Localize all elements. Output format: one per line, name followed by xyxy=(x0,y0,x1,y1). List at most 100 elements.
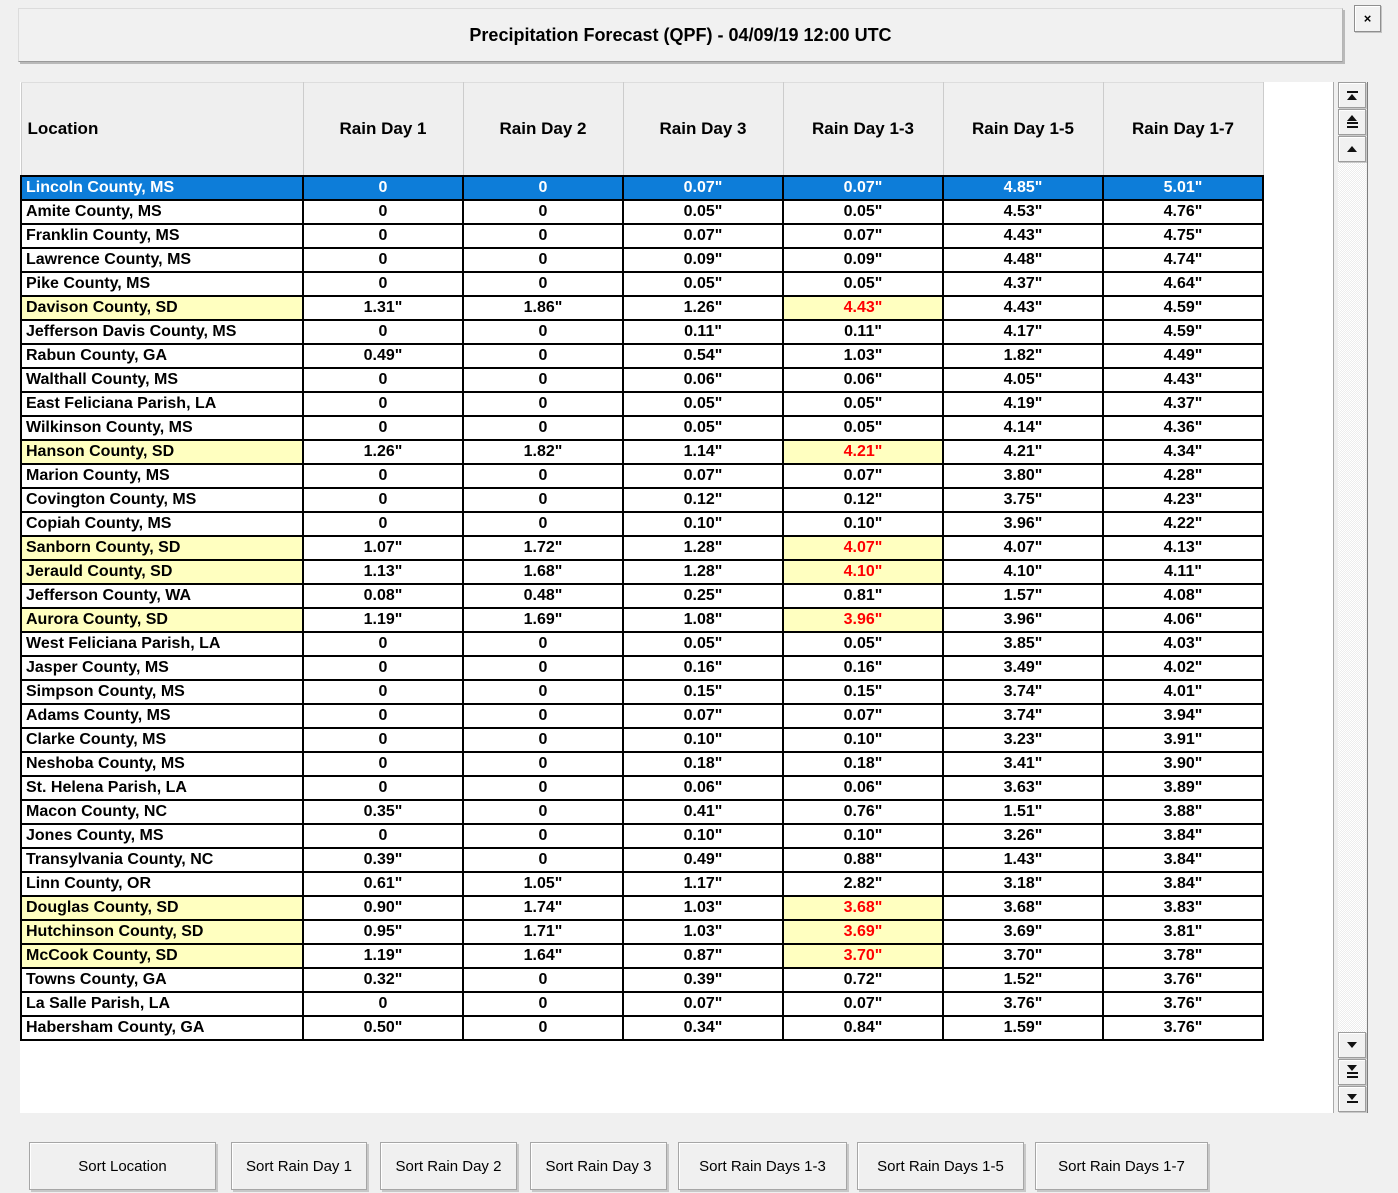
table-row[interactable]: Jasper County, MS 0 0 0.16" 0.16" 3.49" 4.02" xyxy=(20,655,1264,681)
sort-rain-day-1-button[interactable]: Sort Rain Day 1 xyxy=(231,1142,367,1190)
table-row[interactable]: Jefferson Davis County, MS 0 0 0.11" 0.11" 4.… xyxy=(20,319,1264,345)
table-row[interactable]: Towns County, GA 0.32" 0 0.39" 0.72" 1.52" 3.7… xyxy=(20,967,1264,993)
table-row[interactable]: La Salle Parish, LA 0 0 0.07" 0.07" 3.76" 3.76… xyxy=(20,991,1264,1017)
value-cell: 4.48" xyxy=(942,247,1104,273)
table-row[interactable]: Adams County, MS 0 0 0.07" 0.07" 3.74" 3.94" xyxy=(20,703,1264,729)
value-cell: 1.82" xyxy=(942,343,1104,369)
location-cell: Neshoba County, MS xyxy=(20,751,304,777)
table-row[interactable]: Lincoln County, MS 0 0 0.07" 0.07" 4.85" 5.01" xyxy=(20,175,1264,201)
value-cell: 0.07" xyxy=(622,175,784,201)
value-cell: 0 xyxy=(462,391,624,417)
table-row[interactable]: Lawrence County, MS 0 0 0.09" 0.09" 4.48" 4.74… xyxy=(20,247,1264,273)
sort-rain-day-3-button[interactable]: Sort Rain Day 3 xyxy=(530,1142,667,1190)
line-up-button[interactable] xyxy=(1338,136,1366,162)
sort-rain-day-2-button[interactable]: Sort Rain Day 2 xyxy=(380,1142,517,1190)
value-cell: 4.34" xyxy=(1102,439,1264,465)
value-cell: 0.15" xyxy=(782,679,944,705)
table-row[interactable]: McCook County, SD 1.19" 1.64" 0.87" 3.70" 3.7… xyxy=(20,943,1264,969)
value-cell: 0 xyxy=(302,199,464,225)
table-row[interactable]: East Feliciana Parish, LA 0 0 0.05" 0.05" 4.1… xyxy=(20,391,1264,417)
table-row[interactable]: Transylvania County, NC 0.39" 0 0.49" 0.88" 1… xyxy=(20,847,1264,873)
table-row[interactable]: Amite County, MS 0 0 0.05" 0.05" 4.53" 4.76" xyxy=(20,199,1264,225)
location-cell: Amite County, MS xyxy=(20,199,304,225)
table-row[interactable]: Covington County, MS 0 0 0.12" 0.12" 3.75" 4.2… xyxy=(20,487,1264,513)
value-cell: 0.07" xyxy=(622,223,784,249)
table-row[interactable]: Macon County, NC 0.35" 0 0.41" 0.76" 1.51" 3.8… xyxy=(20,799,1264,825)
value-cell: 0.39" xyxy=(622,967,784,993)
value-cell: 3.68" xyxy=(942,895,1104,921)
sort-location-button[interactable]: Sort Location xyxy=(29,1142,216,1190)
value-cell: 4.49" xyxy=(1102,343,1264,369)
value-cell: 0.25" xyxy=(622,583,784,609)
line-down-button[interactable] xyxy=(1338,1032,1366,1058)
value-cell: 0.07" xyxy=(622,991,784,1017)
value-cell: 0.05" xyxy=(622,271,784,297)
table-row[interactable]: Davison County, SD 1.31" 1.86" 1.26" 4.43" 4.… xyxy=(20,295,1264,321)
vertical-scrollbar[interactable] xyxy=(1338,82,1368,1113)
value-cell: 4.76" xyxy=(1102,199,1264,225)
table-row[interactable]: Hutchinson County, SD 0.95" 1.71" 1.03" 3.69… xyxy=(20,919,1264,945)
value-cell: 3.89" xyxy=(1102,775,1264,801)
scroll-to-top-button[interactable] xyxy=(1338,82,1366,108)
table-row[interactable]: Douglas County, SD 0.90" 1.74" 1.03" 3.68" 3.… xyxy=(20,895,1264,921)
sort-rain-days-1-7-button[interactable]: Sort Rain Days 1-7 xyxy=(1035,1142,1208,1190)
value-cell: 0.09" xyxy=(622,247,784,273)
table-row[interactable]: Habersham County, GA 0.50" 0 0.34" 0.84" 1.59… xyxy=(20,1015,1264,1041)
value-cell: 1.86" xyxy=(462,295,624,321)
value-cell: 1.43" xyxy=(942,847,1104,873)
table-row[interactable]: West Feliciana Parish, LA 0 0 0.05" 0.05" 3.8… xyxy=(20,631,1264,657)
table-row[interactable]: Clarke County, MS 0 0 0.10" 0.10" 3.23" 3.91" xyxy=(20,727,1264,753)
value-cell: 1.13" xyxy=(302,559,464,585)
table-row[interactable]: Walthall County, MS 0 0 0.06" 0.06" 4.05" 4.43… xyxy=(20,367,1264,393)
page-down-button[interactable] xyxy=(1338,1059,1366,1085)
table-row[interactable]: Aurora County, SD 1.19" 1.69" 1.08" 3.96" 3.9… xyxy=(20,607,1264,633)
value-cell: 0.05" xyxy=(622,415,784,441)
value-cell: 0 xyxy=(462,991,624,1017)
table-row[interactable]: Neshoba County, MS 0 0 0.18" 0.18" 3.41" 3.90" xyxy=(20,751,1264,777)
table-row[interactable]: Pike County, MS 0 0 0.05" 0.05" 4.37" 4.64" xyxy=(20,271,1264,297)
table-row[interactable]: Jefferson County, WA 0.08" 0.48" 0.25" 0.81"… xyxy=(20,583,1264,609)
value-cell: 5.01" xyxy=(1102,175,1264,201)
close-button[interactable]: × xyxy=(1354,5,1381,32)
value-cell: 0 xyxy=(462,799,624,825)
value-cell: 3.84" xyxy=(1102,847,1264,873)
value-cell: 1.51" xyxy=(942,799,1104,825)
table-row[interactable]: Franklin County, MS 0 0 0.07" 0.07" 4.43" 4.75… xyxy=(20,223,1264,249)
value-cell: 0 xyxy=(302,751,464,777)
value-cell: 0.07" xyxy=(782,991,944,1017)
table-row[interactable]: Sanborn County, SD 1.07" 1.72" 1.28" 4.07" 4.… xyxy=(20,535,1264,561)
location-cell: Rabun County, GA xyxy=(20,343,304,369)
table-row[interactable]: Linn County, OR 0.61" 1.05" 1.17" 2.82" 3.18"… xyxy=(20,871,1264,897)
table-row[interactable]: Marion County, MS 0 0 0.07" 0.07" 3.80" 4.28" xyxy=(20,463,1264,489)
table-row[interactable]: Hanson County, SD 1.26" 1.82" 1.14" 4.21" 4.2… xyxy=(20,439,1264,465)
value-cell: 3.69" xyxy=(782,919,944,945)
value-cell: 0 xyxy=(462,199,624,225)
value-cell: 1.28" xyxy=(622,559,784,585)
table-row[interactable]: Copiah County, MS 0 0 0.10" 0.10" 3.96" 4.22" xyxy=(20,511,1264,537)
value-cell: 1.28" xyxy=(622,535,784,561)
location-cell: Hanson County, SD xyxy=(20,439,304,465)
location-cell: Davison County, SD xyxy=(20,295,304,321)
value-cell: 0.48" xyxy=(462,583,624,609)
value-cell: 0.07" xyxy=(782,703,944,729)
scroll-to-bottom-button[interactable] xyxy=(1338,1086,1366,1112)
table-row[interactable]: Jones County, MS 0 0 0.10" 0.10" 3.26" 3.84" xyxy=(20,823,1264,849)
table-row[interactable]: Simpson County, MS 0 0 0.15" 0.15" 3.74" 4.01" xyxy=(20,679,1264,705)
sort-rain-days-1-3-button[interactable]: Sort Rain Days 1-3 xyxy=(678,1142,847,1190)
value-cell: 0.07" xyxy=(622,703,784,729)
location-cell: Adams County, MS xyxy=(20,703,304,729)
value-cell: 0.10" xyxy=(782,823,944,849)
value-cell: 0.05" xyxy=(622,391,784,417)
page-up-button[interactable] xyxy=(1338,109,1366,135)
table-row[interactable]: Wilkinson County, MS 0 0 0.05" 0.05" 4.14" 4.3… xyxy=(20,415,1264,441)
sort-rain-days-1-5-button[interactable]: Sort Rain Days 1-5 xyxy=(857,1142,1024,1190)
table-row[interactable]: Rabun County, GA 0.49" 0 0.54" 1.03" 1.82" 4.4… xyxy=(20,343,1264,369)
table-row[interactable]: St. Helena Parish, LA 0 0 0.06" 0.06" 3.63" 3.… xyxy=(20,775,1264,801)
location-cell: Jefferson Davis County, MS xyxy=(20,319,304,345)
value-cell: 0 xyxy=(462,703,624,729)
value-cell: 4.19" xyxy=(942,391,1104,417)
value-cell: 4.06" xyxy=(1102,607,1264,633)
scrollbar-track[interactable] xyxy=(1338,163,1366,1032)
value-cell: 0.06" xyxy=(622,775,784,801)
table-row[interactable]: Jerauld County, SD 1.13" 1.68" 1.28" 4.10" 4.… xyxy=(20,559,1264,585)
